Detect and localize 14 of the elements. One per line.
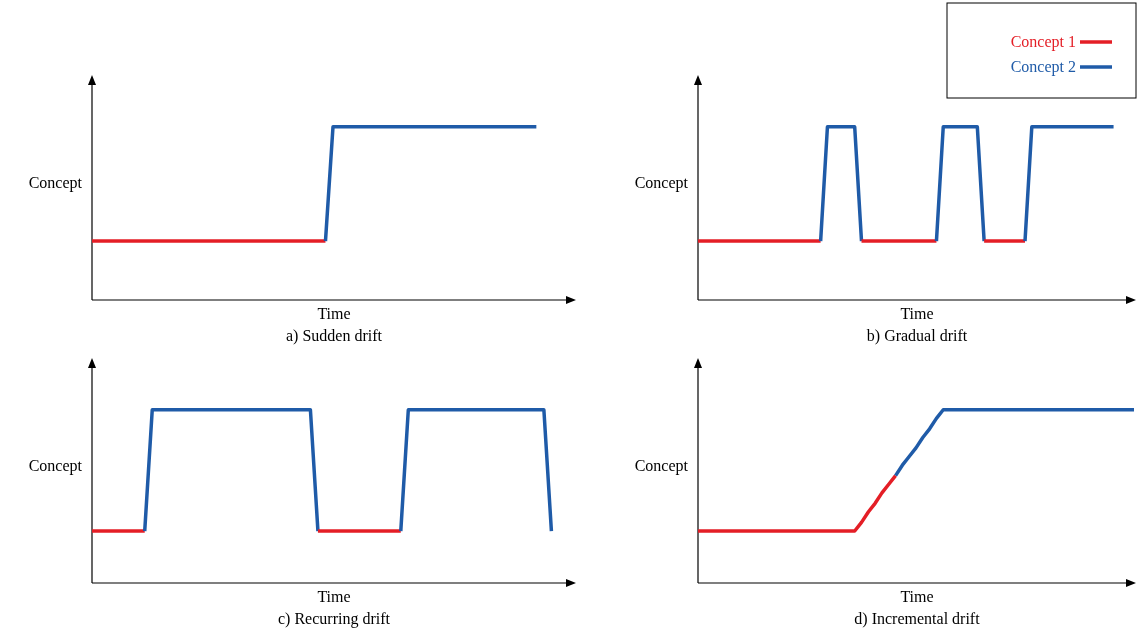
text: d) Incremental drift <box>854 610 981 628</box>
x-axis-title: Time <box>900 305 934 322</box>
x-axis-title: Time <box>317 305 351 322</box>
y-axis-title: Concept <box>634 457 689 475</box>
y-axis-title: Concept <box>28 457 83 475</box>
y-axis-title: Concept <box>634 174 689 192</box>
x-axis-title: Time <box>317 588 351 605</box>
legend-label: Concept 1 <box>1010 33 1076 51</box>
text: a) Sudden drift <box>286 327 383 345</box>
text: c) Recurring drift <box>278 610 391 628</box>
legend-label: Concept 2 <box>1010 58 1076 76</box>
y-axis-title: Concept <box>28 174 83 192</box>
text: b) Gradual drift <box>866 327 968 345</box>
x-axis-title: Time <box>900 588 934 605</box>
